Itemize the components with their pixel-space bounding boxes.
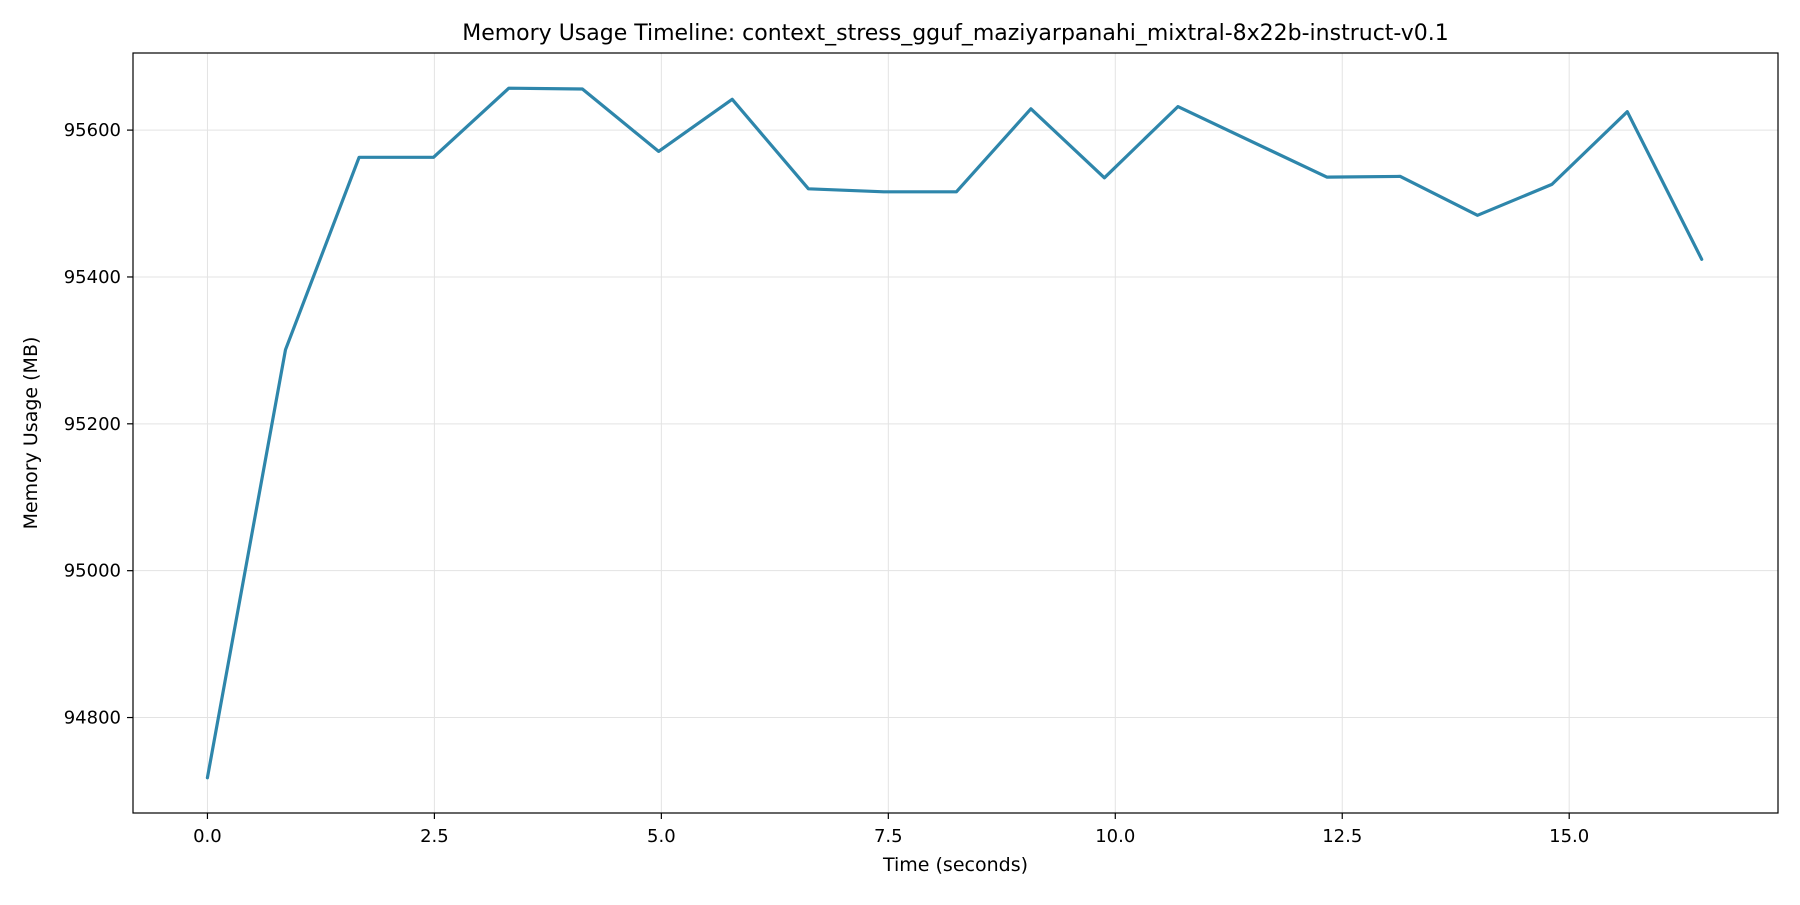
- x-tick-label: 2.5: [420, 826, 449, 847]
- plot-frame: [132, 52, 1779, 814]
- chart-title: Memory Usage Timeline: context_stress_gg…: [462, 21, 1449, 46]
- plot-lines: [205, 86, 1704, 780]
- y-tick-label: 95400: [64, 267, 121, 288]
- y-tick-label: 95600: [64, 120, 121, 141]
- y-tick-label: 94800: [64, 708, 121, 729]
- axis-ticks: 0.0 2.5 5.0 7.5 10.0 12.5 15.0 94800 95000 95200 9…: [64, 120, 1590, 847]
- x-tick-label: 0.0: [193, 826, 222, 847]
- x-tick-label: 5.0: [647, 826, 676, 847]
- x-axis-label: Time (seconds): [882, 854, 1028, 876]
- y-tick-label: 95000: [64, 561, 121, 582]
- x-tick-label: 12.5: [1322, 826, 1362, 847]
- y-tick-label: 95200: [64, 414, 121, 435]
- x-tick-label: 10.0: [1095, 826, 1135, 847]
- y-axis-label: Memory Usage (MB): [20, 337, 42, 530]
- x-tick-label: 15.0: [1549, 826, 1589, 847]
- x-tick-label: 7.5: [874, 826, 903, 847]
- grid: [133, 53, 1778, 813]
- series-line: [205, 86, 1704, 780]
